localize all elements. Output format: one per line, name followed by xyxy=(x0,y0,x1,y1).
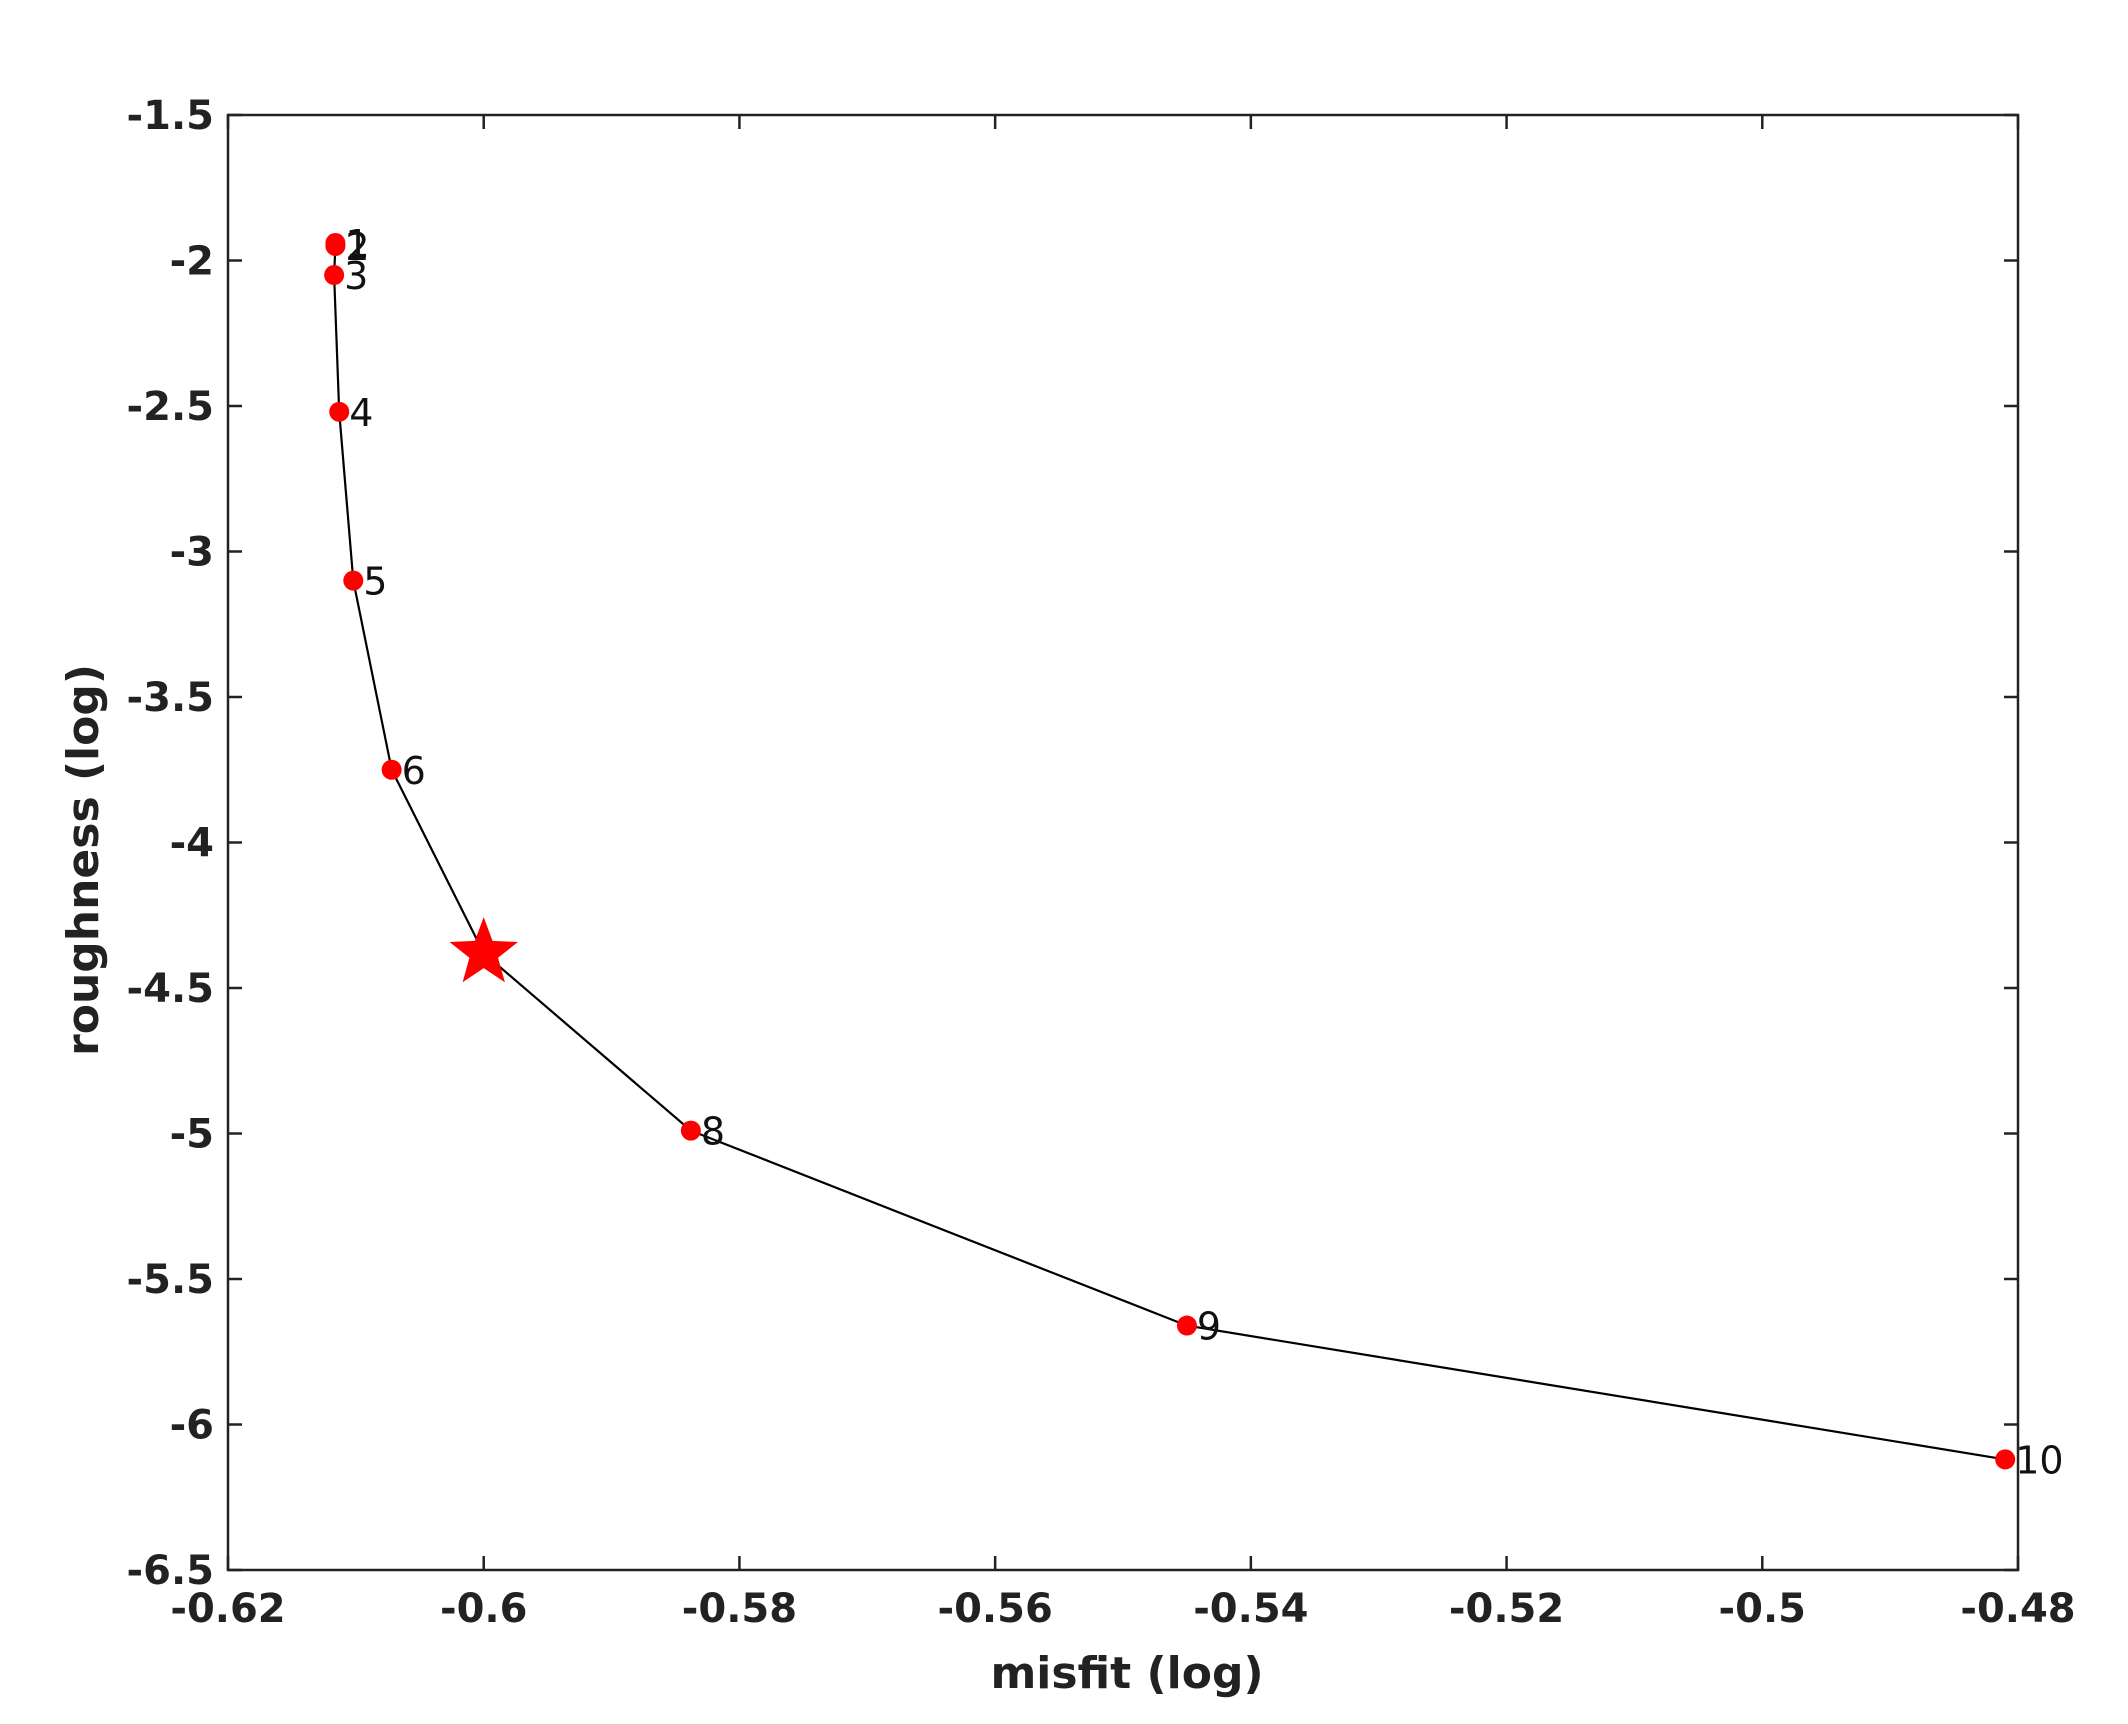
data-point-label: 3 xyxy=(344,254,368,298)
x-axis-ticks: -0.62 -0.6 -0.58 -0.56 -0.54 -0.52 -0.5 -0.48 xyxy=(170,115,2076,1632)
x-tick-label: -0.48 xyxy=(1960,1586,2075,1632)
data-point-label: 10 xyxy=(2015,1438,2063,1482)
y-axis-label: roughness (log) xyxy=(58,664,109,1056)
data-point-label: 5 xyxy=(363,560,387,604)
y-tick-label: -4.5 xyxy=(127,966,214,1012)
data-point-marker xyxy=(325,235,346,256)
x-tick-label: -0.54 xyxy=(1193,1586,1308,1632)
data-point-label: 2 xyxy=(345,225,369,269)
x-tick-label: -0.62 xyxy=(170,1586,285,1632)
y-tick-label: -6.5 xyxy=(127,1548,214,1594)
data-point-label: 9 xyxy=(1197,1305,1221,1349)
plot-frame xyxy=(226,113,2020,1572)
data-point-marker xyxy=(1176,1315,1197,1336)
x-tick-label: -0.56 xyxy=(937,1586,1052,1632)
y-axis-ticks: -1.5 -2 -2.5 -3 -3.5 -4 -4.5 -5 -5.5 -6 -6.5 xyxy=(127,93,2018,1594)
x-axis-label: misfit (log) xyxy=(990,1648,1263,1699)
y-tick-label: -5 xyxy=(170,1112,214,1158)
y-tick-label: -2 xyxy=(170,239,214,285)
data-point-marker xyxy=(1995,1449,2016,1470)
y-tick-label: -4 xyxy=(170,821,214,867)
data-point-label: 4 xyxy=(349,391,373,435)
data-point-marker xyxy=(324,265,345,286)
y-tick-label: -3 xyxy=(170,530,214,576)
data-point-marker xyxy=(343,570,364,591)
y-tick-label: -1.5 xyxy=(127,93,214,139)
y-tick-label: -3.5 xyxy=(127,675,214,721)
y-tick-label: -2.5 xyxy=(127,384,214,430)
series-group: 123 4 5 6 8 9 10 xyxy=(324,222,2064,1482)
series-line xyxy=(332,243,2006,1461)
y-tick-label: -5.5 xyxy=(127,1257,214,1303)
data-point-marker xyxy=(329,401,350,422)
data-point-label: 6 xyxy=(402,749,426,793)
plot-axes xyxy=(226,113,2020,1572)
x-tick-label: -0.58 xyxy=(682,1586,797,1632)
x-tick-label: -0.6 xyxy=(440,1586,527,1632)
data-point-marker xyxy=(381,759,402,780)
x-tick-label: -0.52 xyxy=(1449,1586,1564,1632)
data-point-marker xyxy=(680,1120,701,1141)
selected-point-star-icon xyxy=(449,917,518,983)
x-tick-label: -0.5 xyxy=(1719,1586,1806,1632)
y-tick-label: -6 xyxy=(170,1403,214,1449)
data-point-label: 1 xyxy=(345,222,369,266)
data-point-label: 8 xyxy=(701,1110,725,1154)
